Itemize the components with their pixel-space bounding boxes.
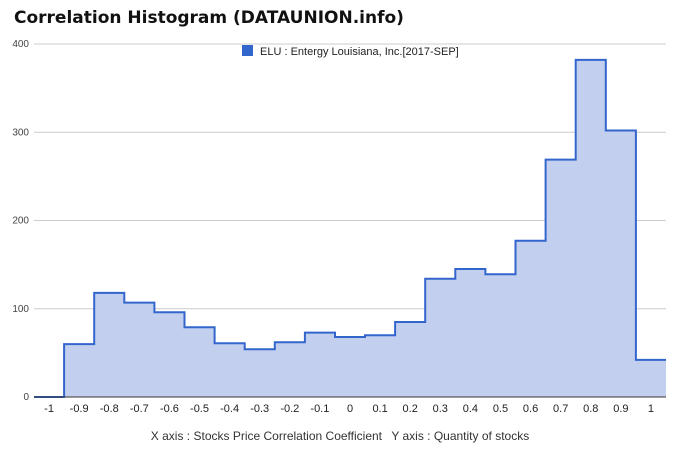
legend-label: ELU : Entergy Louisiana, Inc.[2017-SEP] bbox=[260, 46, 459, 58]
x-tick-label: -0.9 bbox=[70, 403, 89, 415]
x-tick-label: 0.8 bbox=[583, 403, 598, 415]
chart-title: Correlation Histogram (DATAUNION.info) bbox=[14, 8, 404, 28]
y-tick-label: 200 bbox=[12, 216, 29, 227]
x-tick-label: 0.9 bbox=[613, 403, 628, 415]
x-tick-label: 0 bbox=[347, 403, 353, 415]
series-area bbox=[34, 58, 666, 398]
x-tick-label: -0.8 bbox=[100, 403, 119, 415]
x-tick-label: 0.4 bbox=[463, 403, 478, 415]
legend-swatch bbox=[242, 45, 253, 56]
x-axis-caption: X axis : Stocks Price Correlation Coeffi… bbox=[150, 429, 383, 443]
x-tick-label: -0.5 bbox=[190, 403, 209, 415]
x-tick-label: -0.3 bbox=[250, 403, 269, 415]
x-tick-label: 0.6 bbox=[523, 403, 538, 415]
series-line bbox=[34, 58, 666, 398]
x-tick-label: -0.2 bbox=[280, 403, 299, 415]
y-tick-labels: 0 100 200 300 400 bbox=[12, 39, 29, 403]
legend: ELU : Entergy Louisiana, Inc.[2017-SEP] bbox=[242, 45, 459, 58]
series-fill bbox=[34, 59, 666, 398]
x-tick-label: 0.7 bbox=[553, 403, 568, 415]
x-tick-label: -1 bbox=[44, 403, 54, 415]
x-tick-label: 0.3 bbox=[433, 403, 448, 415]
x-tick-label: 0.1 bbox=[372, 403, 387, 415]
x-tick-label: -0.4 bbox=[220, 403, 239, 415]
y-tick-label: 300 bbox=[12, 127, 29, 138]
y-tick-label: 100 bbox=[12, 304, 29, 315]
y-tick-label: 0 bbox=[23, 392, 29, 403]
x-tick-label: -0.7 bbox=[130, 403, 149, 415]
axis-captions: X axis : Stocks Price Correlation Coeffi… bbox=[0, 429, 680, 443]
x-tick-label: 0.5 bbox=[493, 403, 508, 415]
y-axis-caption: Y axis : Quantity of stocks bbox=[391, 429, 530, 443]
x-tick-label: -0.1 bbox=[310, 403, 329, 415]
x-tick-label: 1 bbox=[648, 403, 654, 415]
x-tick-label: -0.6 bbox=[160, 403, 179, 415]
y-tick-label: 400 bbox=[12, 39, 29, 50]
x-tick-label: 0.2 bbox=[403, 403, 418, 415]
x-tick-labels: -1 -0.9 -0.8 -0.7 -0.6 -0.5 -0.4 -0.3 -0.2 -0.1 0 0… bbox=[44, 403, 654, 415]
